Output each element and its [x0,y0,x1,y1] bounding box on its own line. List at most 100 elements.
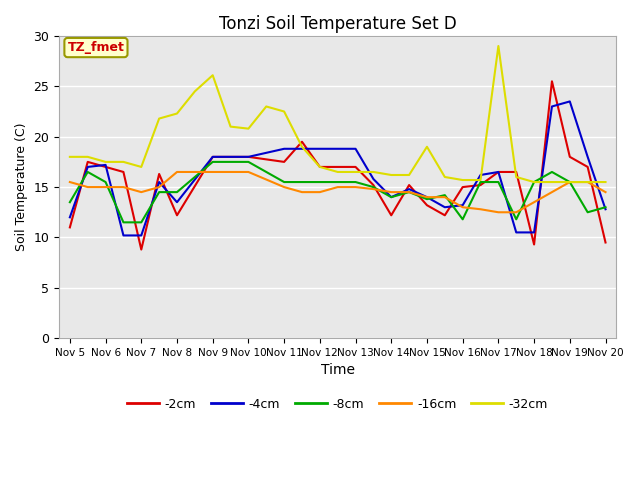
Line: -16cm: -16cm [70,172,605,212]
-16cm [156,184,163,190]
-4cm [334,146,342,152]
-4cm [459,203,467,208]
-32cm [459,177,467,183]
-2cm [298,139,306,144]
-4cm [423,194,431,200]
-4cm [316,146,324,152]
-32cm [244,126,252,132]
-2cm [513,169,520,175]
-16cm [84,184,92,190]
-8cm [602,204,609,210]
-32cm [173,111,181,117]
-4cm [584,154,591,160]
X-axis label: Time: Time [321,363,355,377]
-32cm [334,169,342,175]
-8cm [513,216,520,222]
-8cm [120,219,127,225]
-2cm [209,154,216,160]
-16cm [209,169,216,175]
-2cm [66,225,74,230]
-16cm [423,194,431,200]
-32cm [138,164,145,170]
-8cm [584,209,591,215]
-16cm [352,184,360,190]
-4cm [513,229,520,235]
-2cm [316,164,324,170]
-4cm [244,154,252,160]
-32cm [352,169,360,175]
Line: -8cm: -8cm [70,162,605,222]
-2cm [173,213,181,218]
-8cm [316,179,324,185]
-2cm [548,78,556,84]
-2cm [405,182,413,188]
-32cm [262,104,270,109]
-32cm [548,179,556,185]
-2cm [566,154,573,160]
-2cm [459,184,467,190]
-4cm [120,233,127,239]
-16cm [173,169,181,175]
-2cm [441,213,449,218]
-2cm [156,171,163,177]
-4cm [156,179,163,185]
-2cm [280,159,288,165]
-2cm [477,182,484,188]
-32cm [298,144,306,150]
-32cm [531,179,538,185]
-32cm [387,172,395,178]
-2cm [102,164,109,170]
-4cm [477,172,484,178]
-16cm [566,179,573,185]
-16cm [584,179,591,185]
-16cm [244,169,252,175]
-4cm [84,164,92,170]
-4cm [495,169,502,175]
-8cm [138,219,145,225]
-4cm [387,194,395,200]
-32cm [369,169,377,175]
-32cm [209,72,216,78]
-4cm [566,98,573,104]
-4cm [352,146,360,152]
-2cm [584,164,591,170]
-16cm [369,186,377,192]
-4cm [280,146,288,152]
-2cm [120,169,127,175]
-32cm [566,179,573,185]
-32cm [477,177,484,183]
-32cm [405,172,413,178]
-4cm [173,199,181,205]
-2cm [138,247,145,252]
-8cm [84,169,92,175]
-16cm [405,189,413,195]
-8cm [459,216,467,222]
-16cm [459,204,467,210]
-8cm [298,179,306,185]
-8cm [387,194,395,200]
-8cm [173,189,181,195]
-4cm [405,186,413,192]
-32cm [316,164,324,170]
-2cm [423,203,431,208]
-16cm [334,184,342,190]
-32cm [66,154,74,160]
Line: -2cm: -2cm [70,81,605,250]
Text: TZ_fmet: TZ_fmet [67,41,124,54]
-8cm [441,192,449,198]
-16cm [66,179,74,185]
-32cm [191,88,198,94]
-8cm [66,199,74,205]
-16cm [531,199,538,205]
-16cm [298,189,306,195]
-8cm [102,179,109,185]
-32cm [227,124,234,130]
-8cm [156,189,163,195]
-4cm [441,204,449,210]
-16cm [387,189,395,195]
-8cm [405,189,413,195]
-2cm [352,164,360,170]
-32cm [84,154,92,160]
-2cm [531,241,538,247]
-32cm [102,159,109,165]
